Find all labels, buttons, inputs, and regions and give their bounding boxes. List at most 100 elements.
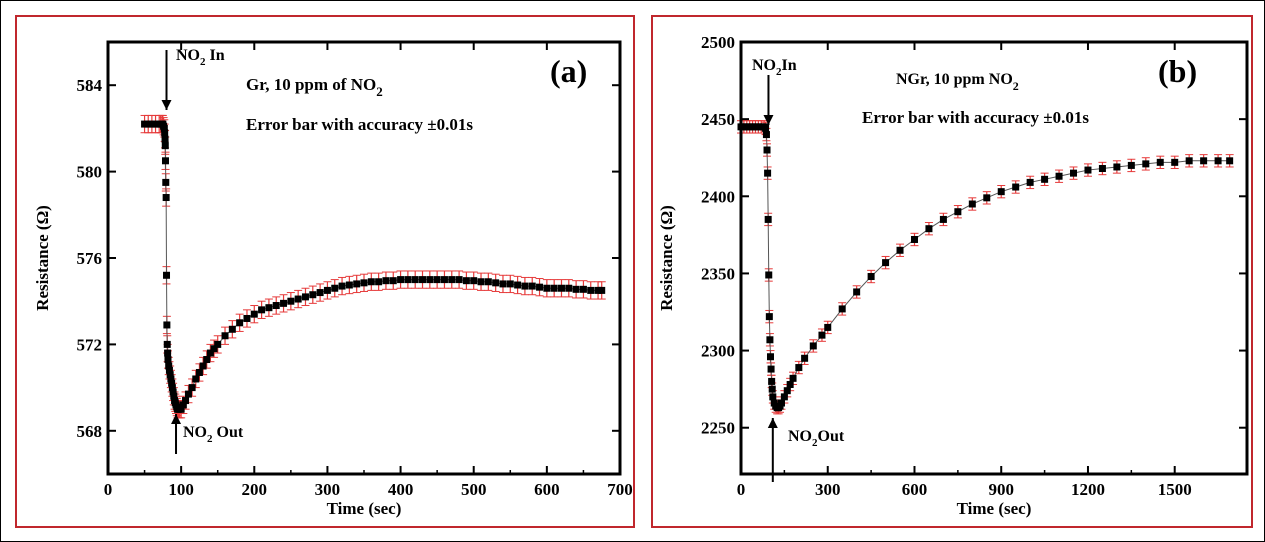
chart-a-data-point bbox=[543, 284, 551, 292]
chart-a-data-point bbox=[250, 310, 258, 318]
chart-a-data-point bbox=[236, 319, 244, 327]
chart-a-data-point bbox=[228, 325, 236, 333]
chart-b-plot-frame bbox=[739, 40, 1249, 476]
chart-b-data-point bbox=[795, 364, 803, 372]
chart-b-annotation-arrowhead bbox=[767, 418, 778, 428]
chart-b-y-tick-label: 2500 bbox=[701, 33, 735, 52]
chart-a-data-point bbox=[280, 299, 288, 307]
chart-b-annotation-arrowhead bbox=[763, 115, 774, 125]
chart-a-data-point bbox=[397, 276, 405, 284]
chart-b-data-point bbox=[1142, 160, 1150, 168]
chart-b-subtitle: Error bar with accuracy ±0.01s bbox=[862, 108, 1089, 127]
chart-a-x-tick-label: 400 bbox=[388, 480, 414, 499]
chart-b-data-point bbox=[766, 353, 774, 361]
chart-b-data-point bbox=[764, 169, 772, 177]
chart-a-data-point bbox=[448, 276, 456, 284]
chart-b-x-tick-label: 900 bbox=[988, 480, 1014, 499]
chart-a-y-tick-label: 572 bbox=[77, 335, 103, 354]
chart-b-data-point bbox=[896, 246, 904, 254]
chart-a-data-point bbox=[536, 283, 544, 291]
chart-a-data-point bbox=[338, 282, 346, 290]
chart-a-data-point bbox=[258, 306, 266, 314]
chart-a-data-point bbox=[550, 284, 558, 292]
chart-a-data-point bbox=[162, 178, 170, 186]
chart-b-data-point bbox=[853, 288, 861, 296]
chart-a-data-point bbox=[287, 297, 295, 305]
chart-b-data-point bbox=[764, 215, 772, 223]
chart-b-data-point bbox=[768, 385, 776, 393]
chart-b-data-point bbox=[801, 354, 809, 362]
chart-b-data-point bbox=[925, 225, 933, 233]
chart-a-data-point bbox=[163, 321, 171, 329]
chart-a-data-point bbox=[506, 280, 514, 288]
chart-a-data-point bbox=[557, 284, 565, 292]
chart-a-data-point bbox=[572, 285, 580, 293]
chart-a-data-point bbox=[426, 276, 434, 284]
chart-a-data-point bbox=[484, 278, 492, 286]
chart-b-panel-label: (b) bbox=[1158, 53, 1197, 89]
chart-a-data-point bbox=[168, 379, 176, 387]
chart-b-x-tick-label: 600 bbox=[902, 480, 928, 499]
chart-a-data-point bbox=[165, 366, 173, 374]
chart-a-y-tick-label: 584 bbox=[77, 76, 103, 95]
chart-b-data-point bbox=[1070, 169, 1078, 177]
chart-a-data-point bbox=[294, 295, 302, 303]
chart-a-x-tick-label: 100 bbox=[168, 480, 194, 499]
chart-a-data-point bbox=[166, 371, 174, 379]
chart-a-data-point bbox=[188, 384, 196, 392]
chart-b-ylabel: Resistance (Ω) bbox=[657, 205, 676, 311]
chart-b-data-point bbox=[910, 235, 918, 243]
chart-b-data-point bbox=[763, 146, 771, 154]
chart-b-data-point bbox=[1200, 157, 1208, 165]
chart-a-data-point bbox=[167, 375, 175, 383]
chart-a-data-point bbox=[528, 282, 536, 290]
chart-b-data-point bbox=[1098, 165, 1106, 173]
chart-a-data-point bbox=[411, 276, 419, 284]
chart-a-data-point bbox=[221, 332, 229, 340]
chart-a-data-point bbox=[594, 286, 602, 294]
chart-a-data-point bbox=[148, 120, 156, 128]
chart-a-data-point bbox=[163, 271, 171, 279]
chart-b-y-tick-label: 2300 bbox=[701, 342, 735, 361]
chart-b-data-point bbox=[1127, 161, 1135, 169]
chart-a-ylabel: Resistance (Ω) bbox=[33, 205, 52, 311]
chart-b-data-point bbox=[766, 336, 774, 344]
panel-b-frame bbox=[651, 15, 1253, 528]
chart-a-data-point bbox=[243, 314, 251, 322]
chart-a-data-point bbox=[579, 285, 587, 293]
chart-a-data-point bbox=[419, 276, 427, 284]
chart-a-data-point bbox=[514, 281, 522, 289]
chart-b-data-point bbox=[765, 271, 773, 279]
chart-a-data-point bbox=[152, 120, 160, 128]
chart-b-data-point bbox=[767, 365, 775, 373]
chart-a-annotation-arrowhead bbox=[171, 414, 182, 424]
chart-a-data-point bbox=[169, 388, 177, 396]
chart-b-data-point bbox=[1156, 158, 1164, 166]
chart-a-data-point bbox=[206, 349, 214, 357]
chart-a-data-point bbox=[521, 282, 529, 290]
chart-a-title: Gr, 10 ppm of NO2 bbox=[246, 75, 383, 99]
chart-b-data-point bbox=[968, 200, 976, 208]
chart-b-x-tick-label: 0 bbox=[737, 480, 746, 499]
chart-b-data-point bbox=[780, 393, 788, 401]
chart-a-data-point bbox=[141, 120, 149, 128]
chart-a-data-point bbox=[265, 304, 273, 312]
chart-a-data-point bbox=[367, 278, 375, 286]
chart-b-data-point bbox=[1084, 166, 1092, 174]
chart-a-data-point bbox=[375, 278, 383, 286]
chart-b-annotation-in: NO2In bbox=[752, 57, 797, 78]
chart-a-data-point bbox=[316, 289, 324, 297]
chart-a-x-tick-label: 600 bbox=[534, 480, 560, 499]
chart-a-x-tick-label: 200 bbox=[242, 480, 268, 499]
chart-a-data-point bbox=[272, 302, 280, 310]
chart-a-x-tick-label: 0 bbox=[104, 480, 113, 499]
chart-a-data-point bbox=[192, 375, 200, 383]
chart-b-y-tick-label: 2400 bbox=[701, 187, 735, 206]
chart-a-data-point bbox=[199, 362, 207, 370]
chart-a-data-point bbox=[161, 129, 169, 137]
chart-b-data-point bbox=[1113, 163, 1121, 171]
chart-a-data-point bbox=[163, 340, 171, 348]
chart-b-data-point bbox=[1185, 157, 1193, 165]
chart-b-y-tick-label: 2350 bbox=[701, 264, 735, 283]
